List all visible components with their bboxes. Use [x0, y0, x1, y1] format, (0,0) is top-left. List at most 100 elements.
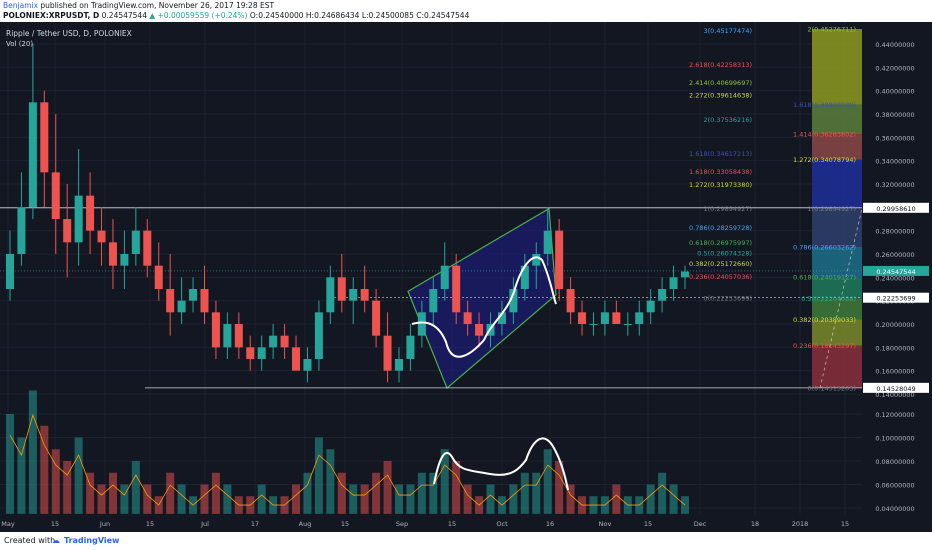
fib-left-label: 3(0.45177474)	[704, 27, 753, 35]
time-axis[interactable]: May 15 Jun 15 Jul 17 Aug 15 Sep 15 Oct 16 Nov 15 Dec 18…	[1, 520, 849, 528]
fib-right-label: 2(0.45276711)	[808, 26, 857, 34]
time-tick-label: 2018	[792, 520, 809, 528]
volume-bar	[417, 472, 426, 514]
candle-body	[211, 312, 220, 348]
volume-bar	[429, 472, 438, 514]
candle-body	[680, 271, 690, 278]
candle-body	[394, 359, 403, 371]
footer: Created with ☁ TradingView	[0, 532, 932, 550]
candle-body	[383, 335, 392, 371]
candle-body	[314, 312, 323, 359]
fib-right-label: 0.5(0.22204088)	[801, 295, 856, 303]
candle-body	[520, 265, 529, 289]
volume-bar	[463, 484, 472, 514]
volume-bar	[63, 461, 72, 514]
candle-body	[5, 254, 15, 289]
volume-bar	[17, 437, 26, 514]
fib-zone	[812, 208, 862, 247]
author-link[interactable]: Benjamix	[3, 1, 39, 10]
volume-bar	[394, 484, 403, 514]
candle-body	[303, 359, 312, 371]
volume-ma-line	[9, 413, 686, 506]
time-tick-label: May	[1, 520, 15, 528]
volume-bar	[143, 484, 152, 514]
price-tick-label: 0.14000000	[875, 391, 914, 399]
volume-bar	[520, 472, 529, 514]
volume-bar	[406, 484, 415, 514]
volume-bar	[211, 472, 220, 514]
time-tick-label: 15	[644, 520, 652, 528]
ohlc-line: POLONIEX:XRPUSDT, D 0.24547544 ▲ +0.0005…	[3, 11, 469, 20]
volume-bar	[532, 472, 541, 514]
symbol-label: POLONIEX:XRPUSDT, D	[3, 11, 100, 20]
candle-body	[417, 312, 426, 336]
price-tick-label: 0.16000000	[875, 368, 914, 376]
fib-left-label: 2.618(0.42258313)	[689, 61, 752, 69]
volume-bar	[74, 437, 83, 514]
volume-bar	[292, 484, 301, 514]
last-price: 0.24547544	[101, 11, 147, 20]
fib-left-label: 2.272(0.39614638)	[689, 92, 752, 100]
candle-body	[452, 265, 461, 313]
fib-right-label: 1.272(0.34078794)	[793, 156, 856, 164]
price-chart[interactable]: 3(0.45177474) 2.618(0.42258313) 2.414(0.40…	[0, 22, 932, 532]
candle-body	[349, 289, 358, 301]
price-tick-label: 0.24000000	[875, 274, 914, 282]
volume-indicator-label: Vol (20)	[6, 40, 33, 48]
candle-body	[120, 254, 129, 266]
price-tick-label: 0.04000000	[875, 505, 914, 513]
publish-info: published on TradingView.com, November 2…	[40, 1, 275, 10]
candle-body	[51, 172, 60, 219]
volume-bar	[509, 484, 518, 514]
price-tick-label: 0.42000000	[875, 64, 914, 72]
candle-body	[578, 312, 587, 324]
volume-bar	[51, 449, 60, 514]
candle-body	[40, 102, 49, 173]
candle-body	[74, 195, 83, 243]
price-tick-label: 0.34000000	[875, 158, 914, 166]
price-tick-label: 0.10000000	[875, 435, 914, 443]
chart-title: Ripple / Tether USD, D, POLONIEX	[6, 29, 132, 38]
fib-left-label: 0.382(0.25172660)	[689, 260, 752, 268]
fib-right-label: 1.414(0.36283802)	[793, 131, 856, 139]
price-tags: 0.29958610 0.24547544 0.22253699 0.14528049	[863, 202, 929, 393]
time-tick-label: 18	[751, 520, 759, 528]
fib-left-label: 1.272(0.31973380)	[689, 181, 752, 189]
price-tick-label: 0.36000000	[875, 134, 914, 142]
fib-left-label: 1(0.29894927)	[704, 205, 753, 213]
candle-body	[154, 265, 163, 289]
open-value: O:0.24540000	[249, 11, 304, 20]
volume-drawing	[433, 437, 569, 491]
volume-bar	[543, 449, 552, 514]
fib-right-label: 1.618(0.38808080)	[793, 101, 856, 109]
publish-header: Benjamix published on TradingView.com, N…	[0, 0, 932, 22]
candle-body	[372, 300, 381, 336]
price-change: ▲ +0.00059559 (+0.24%)	[149, 11, 248, 20]
price-axis[interactable]: 0.44000000 0.42000000 0.40000000 0.38000000…	[862, 22, 932, 532]
volume-bar	[612, 484, 621, 514]
candle-body	[63, 219, 72, 243]
price-tag-bg	[863, 202, 929, 213]
candle-body	[509, 289, 518, 313]
fib-left-label: 2.414(0.40699697)	[689, 79, 752, 87]
volume-bar	[658, 472, 667, 514]
time-tick-label: 15	[841, 520, 849, 528]
volume-bar	[326, 449, 335, 514]
time-tick-label: Oct	[496, 520, 508, 528]
fib-right-label: 0.382(0.20389033)	[793, 316, 856, 324]
fib-left-label: 2(0.37536216)	[704, 116, 753, 124]
volume-bar	[40, 425, 49, 514]
volume-bar	[314, 437, 323, 514]
candle-body	[131, 230, 140, 254]
candle-body	[280, 335, 289, 348]
fib-zone	[812, 159, 862, 209]
time-tick-label: 15	[341, 520, 349, 528]
volume-bar	[257, 484, 266, 514]
candle-body	[646, 300, 655, 313]
tradingview-brand[interactable]: TradingView	[64, 536, 120, 545]
volume-bar	[120, 484, 129, 514]
time-tick-label: Jul	[200, 520, 209, 528]
volume-bar	[86, 472, 95, 514]
candle-body	[360, 289, 369, 301]
price-tick-label: 0.32000000	[875, 181, 914, 189]
